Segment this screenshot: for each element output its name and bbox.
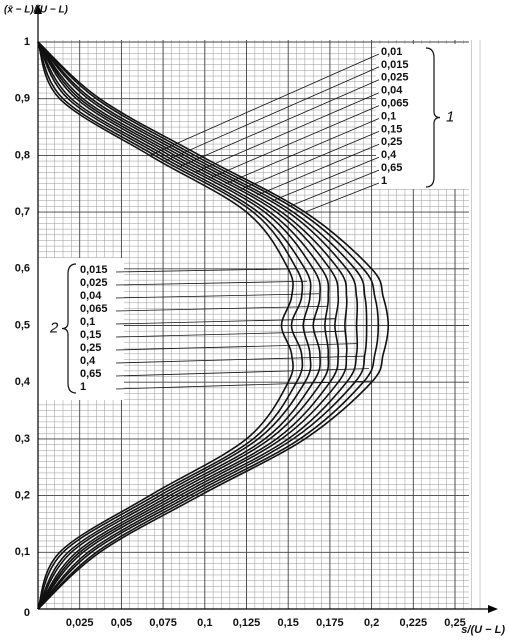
- y-tick-label: 0: [24, 607, 30, 619]
- leader-line: [257, 143, 380, 196]
- curve-label: 0,4: [80, 355, 96, 367]
- label-box-1: [376, 44, 470, 189]
- curve-label: 0,25: [381, 136, 402, 148]
- curve: [37, 41, 348, 610]
- curve: [37, 41, 380, 610]
- x-tick-label: 0,075: [149, 617, 177, 629]
- x-tick-label: 0,15: [277, 617, 298, 629]
- y-tick-label: 0,8: [15, 149, 30, 161]
- curve: [37, 41, 321, 610]
- x-tick-label: 0,025: [66, 617, 94, 629]
- x-tick-label: 0,1: [197, 617, 212, 629]
- curve-label: 0,01: [381, 46, 402, 58]
- leader-line: [115, 305, 328, 312]
- y-tick-label: 0,6: [15, 263, 30, 275]
- curve: [37, 41, 390, 610]
- leader-line: [115, 380, 373, 390]
- curve-label: 1: [381, 175, 387, 187]
- curve-label: 0,015: [381, 59, 409, 71]
- x-tick-label: 0,175: [316, 617, 344, 629]
- leader-line: [179, 79, 380, 168]
- y-tick-label: 0,9: [15, 93, 30, 105]
- leader-line: [115, 368, 369, 377]
- y-tick-label: 0,7: [15, 206, 30, 218]
- leader-line: [240, 131, 380, 190]
- y-tick-label: 0,4: [15, 376, 31, 388]
- y-tick-label: 0,1: [15, 546, 30, 558]
- leader-line: [289, 169, 380, 207]
- curve: [37, 41, 359, 610]
- leader-line: [115, 343, 357, 351]
- labels: 0,025 0,05 0,075 0,1 0,125 0,15 0,175 0,2 0,225 0…: [15, 36, 466, 629]
- curve: [37, 41, 368, 610]
- leader-line: [209, 105, 380, 179]
- leader-line: [149, 53, 380, 156]
- curve-label: 0,04: [381, 85, 403, 97]
- x-axis-label: s/(U − L): [461, 624, 505, 636]
- leader-line: [304, 182, 380, 213]
- leader-line: [115, 268, 297, 273]
- leader-line: [115, 330, 346, 338]
- curve-label: 0,65: [80, 368, 101, 380]
- y-tick-label: 0,2: [15, 490, 30, 502]
- y-axis-label: (x̄ − L)/(U − L): [4, 5, 69, 16]
- curves: [37, 41, 390, 610]
- leader-line: [164, 66, 380, 162]
- curve-label: 0,065: [381, 98, 409, 110]
- curve: [37, 41, 330, 610]
- brace: [61, 263, 77, 394]
- leader-line: [194, 92, 380, 173]
- curve-label: 0,025: [381, 72, 409, 84]
- curve: [37, 41, 304, 610]
- x-tick-label: 0,05: [111, 617, 132, 629]
- y-tick-label: 0,5: [15, 319, 30, 331]
- curve: [37, 41, 294, 610]
- curve-label: 0,015: [80, 264, 108, 276]
- leader-line: [225, 118, 380, 185]
- leader-line: [272, 156, 380, 202]
- curve-label: 0,15: [381, 123, 402, 135]
- y-tick-label: 0,3: [15, 433, 30, 445]
- curve-label: 0,15: [80, 329, 101, 341]
- x-tick-label: 0,125: [233, 617, 261, 629]
- curve-label: 0,1: [381, 110, 396, 122]
- leader-line: [115, 318, 336, 325]
- curve: [37, 41, 340, 610]
- curve-label: 0,065: [80, 303, 108, 315]
- label-box-2: [38, 258, 124, 400]
- curve-label: 0,025: [80, 277, 108, 289]
- curve-label: 0,65: [381, 162, 402, 174]
- x-tick-label: 0,2: [364, 617, 379, 629]
- x-arrow: [488, 605, 498, 613]
- curve-label: 0,4: [381, 149, 397, 161]
- x-tick-label: 0,225: [400, 617, 428, 629]
- group-label: 1: [446, 108, 454, 125]
- leader-line: [115, 355, 365, 364]
- y-tick-label: 1: [24, 36, 30, 48]
- group-label: 2: [49, 319, 59, 336]
- x-tick-label: 0,25: [444, 617, 465, 629]
- leader-line: [115, 280, 308, 286]
- curve-label: 1: [80, 381, 86, 393]
- leader-line: [115, 293, 320, 299]
- y-arrow: [34, 4, 42, 14]
- curve-label: 0,04: [80, 290, 102, 302]
- brace: [425, 47, 441, 188]
- curve-label: 0,1: [80, 316, 95, 328]
- curve-label: 0,25: [80, 342, 101, 354]
- curve: [37, 41, 312, 610]
